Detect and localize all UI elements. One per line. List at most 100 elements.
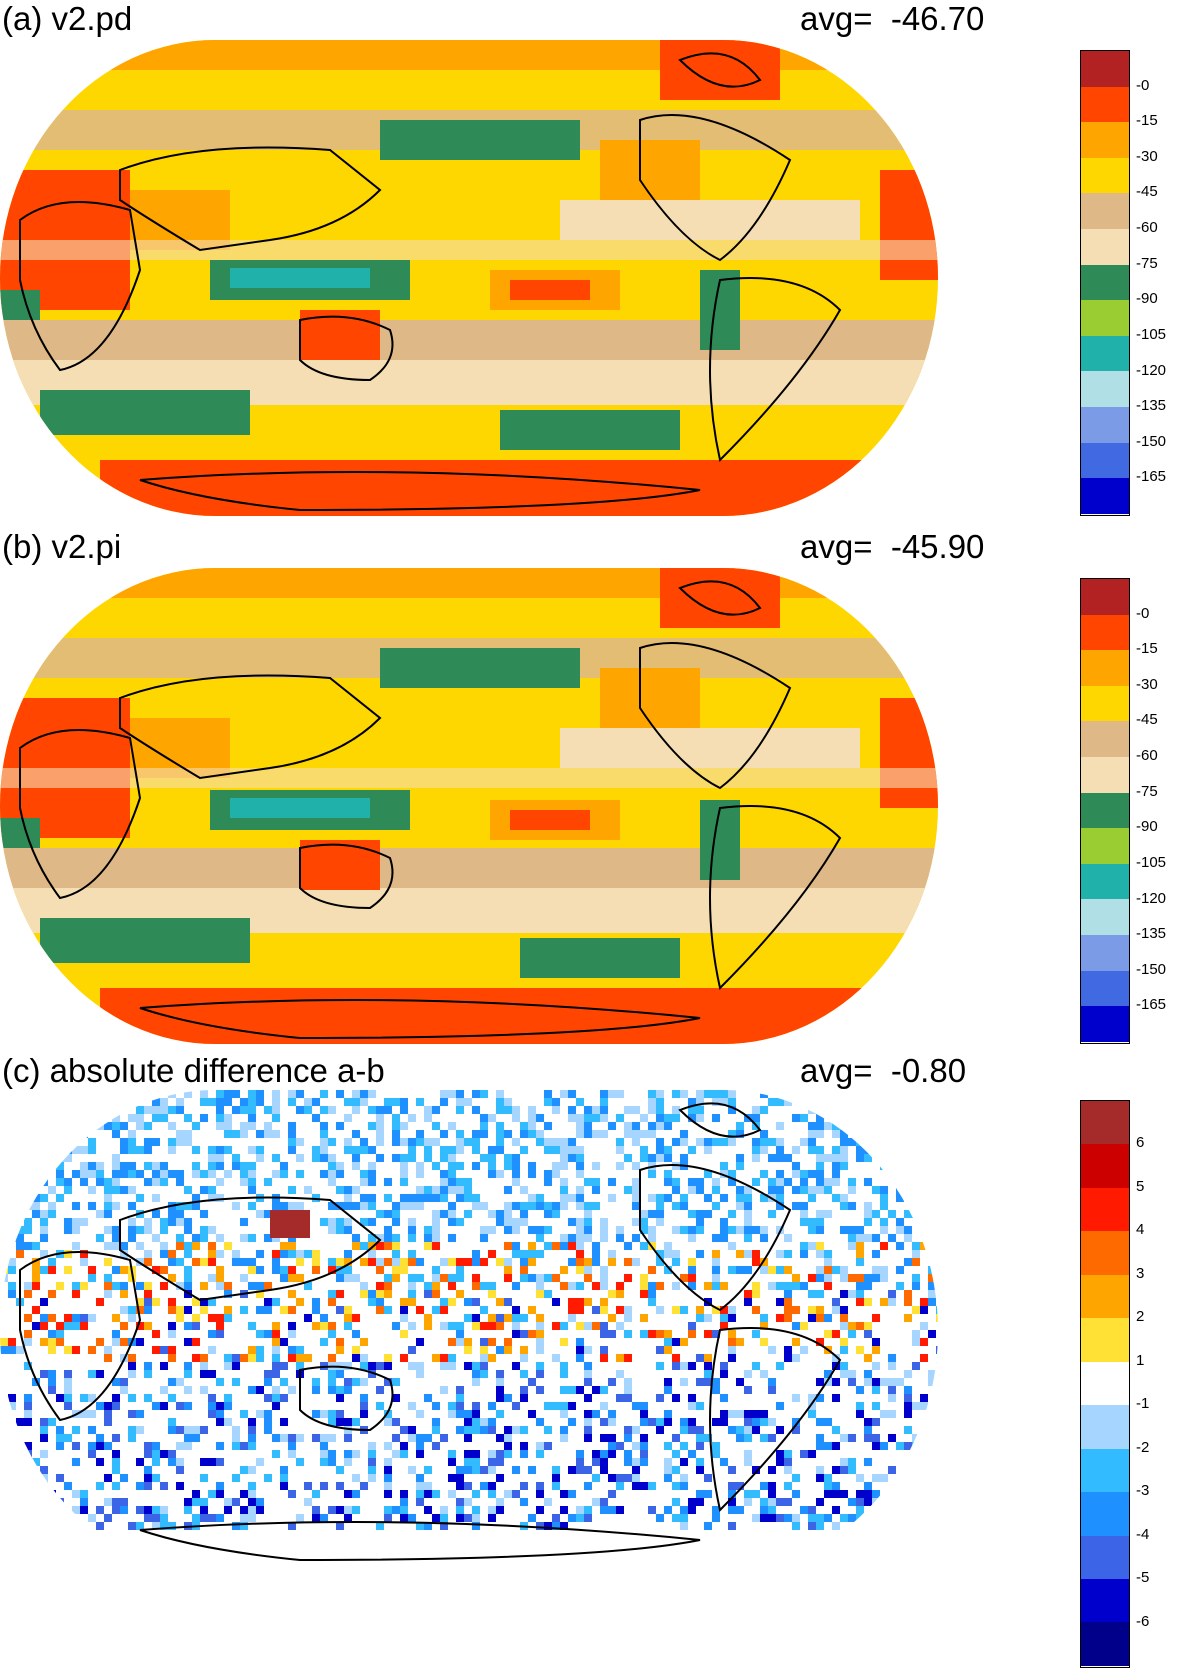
difference-cell	[912, 1330, 920, 1338]
difference-cell	[112, 1450, 120, 1458]
difference-cell	[920, 1402, 928, 1410]
difference-cell	[160, 1514, 168, 1522]
difference-cell	[872, 1250, 880, 1258]
difference-cell	[392, 1210, 400, 1218]
difference-cell	[136, 1146, 144, 1154]
difference-cell	[216, 1410, 224, 1418]
difference-cell	[184, 1186, 192, 1194]
difference-cell	[72, 1314, 80, 1322]
difference-cell	[416, 1186, 424, 1194]
difference-cell	[272, 1114, 280, 1122]
difference-cell	[376, 1298, 384, 1306]
difference-cell	[936, 1274, 938, 1282]
difference-cell	[792, 1322, 800, 1330]
difference-cell	[584, 1418, 592, 1426]
difference-cell	[128, 1434, 136, 1442]
difference-cell	[704, 1146, 712, 1154]
difference-cell	[0, 1506, 8, 1514]
difference-cell	[512, 1154, 520, 1162]
difference-cell	[872, 1338, 880, 1346]
difference-cell	[496, 1170, 504, 1178]
difference-cell	[64, 1346, 72, 1354]
difference-cell	[288, 1442, 296, 1450]
difference-cell	[456, 1426, 464, 1434]
difference-cell	[752, 1514, 760, 1522]
difference-cell	[776, 1498, 784, 1506]
difference-cell	[528, 1466, 536, 1474]
difference-cell	[784, 1090, 792, 1098]
difference-cell	[448, 1218, 456, 1226]
difference-cell	[144, 1282, 152, 1290]
difference-cell	[824, 1418, 832, 1426]
difference-cell	[104, 1098, 112, 1106]
difference-cell	[224, 1354, 232, 1362]
difference-cell	[344, 1218, 352, 1226]
colorbar-tick-label: -30	[1136, 147, 1158, 165]
difference-cell	[808, 1218, 816, 1226]
difference-cell	[536, 1522, 544, 1530]
difference-cell	[160, 1450, 168, 1458]
difference-cell	[296, 1170, 304, 1178]
difference-cell	[520, 1210, 528, 1218]
difference-cell	[136, 1106, 144, 1114]
difference-cell	[544, 1202, 552, 1210]
difference-cell	[248, 1234, 256, 1242]
difference-cell	[456, 1130, 464, 1138]
difference-cell	[272, 1402, 280, 1410]
difference-cell	[240, 1178, 248, 1186]
difference-cell	[232, 1498, 240, 1506]
difference-cell	[576, 1514, 584, 1522]
difference-cell	[672, 1354, 680, 1362]
difference-cell	[496, 1458, 504, 1466]
difference-cell	[576, 1322, 584, 1330]
difference-cell	[136, 1338, 144, 1346]
difference-cell	[720, 1322, 728, 1330]
difference-cell	[832, 1482, 840, 1490]
map-plot	[0, 40, 938, 516]
colorbar-tick-label: -60	[1136, 747, 1158, 765]
difference-cell	[88, 1106, 96, 1114]
difference-cell	[616, 1370, 624, 1378]
difference-cell	[928, 1410, 936, 1418]
difference-cell	[656, 1114, 664, 1122]
difference-cell	[928, 1274, 936, 1282]
difference-cell	[496, 1298, 504, 1306]
colorbar-tick-label: -1	[1136, 1395, 1150, 1413]
difference-cell	[744, 1458, 752, 1466]
difference-cell	[728, 1410, 736, 1418]
difference-cell	[816, 1442, 824, 1450]
difference-cell	[816, 1178, 824, 1186]
difference-cell	[64, 1394, 72, 1402]
difference-cell	[0, 1234, 8, 1242]
difference-cell	[104, 1442, 112, 1450]
difference-cell	[152, 1106, 160, 1114]
difference-cell	[296, 1514, 304, 1522]
difference-cell	[272, 1370, 280, 1378]
difference-cell	[320, 1138, 328, 1146]
difference-cell	[40, 1106, 48, 1114]
difference-cell	[760, 1146, 768, 1154]
difference-cell	[600, 1098, 608, 1106]
difference-cell	[664, 1146, 672, 1154]
difference-cell	[416, 1170, 424, 1178]
difference-cell	[120, 1122, 128, 1130]
difference-cell	[136, 1322, 144, 1330]
difference-cell	[104, 1122, 112, 1130]
difference-cell	[360, 1098, 368, 1106]
difference-cell	[200, 1458, 208, 1466]
difference-cell	[8, 1466, 16, 1474]
difference-cell	[120, 1378, 128, 1386]
difference-cell	[792, 1274, 800, 1282]
difference-cell	[792, 1522, 800, 1530]
difference-cell	[600, 1402, 608, 1410]
difference-cell	[456, 1218, 464, 1226]
colorbar-swatch	[1081, 1101, 1129, 1145]
difference-cell	[104, 1202, 112, 1210]
difference-cell	[680, 1418, 688, 1426]
difference-cell	[400, 1138, 408, 1146]
difference-cell	[832, 1506, 840, 1514]
difference-cell	[40, 1266, 48, 1274]
difference-cell	[848, 1290, 856, 1298]
difference-cell	[912, 1338, 920, 1346]
difference-cell	[856, 1410, 864, 1418]
